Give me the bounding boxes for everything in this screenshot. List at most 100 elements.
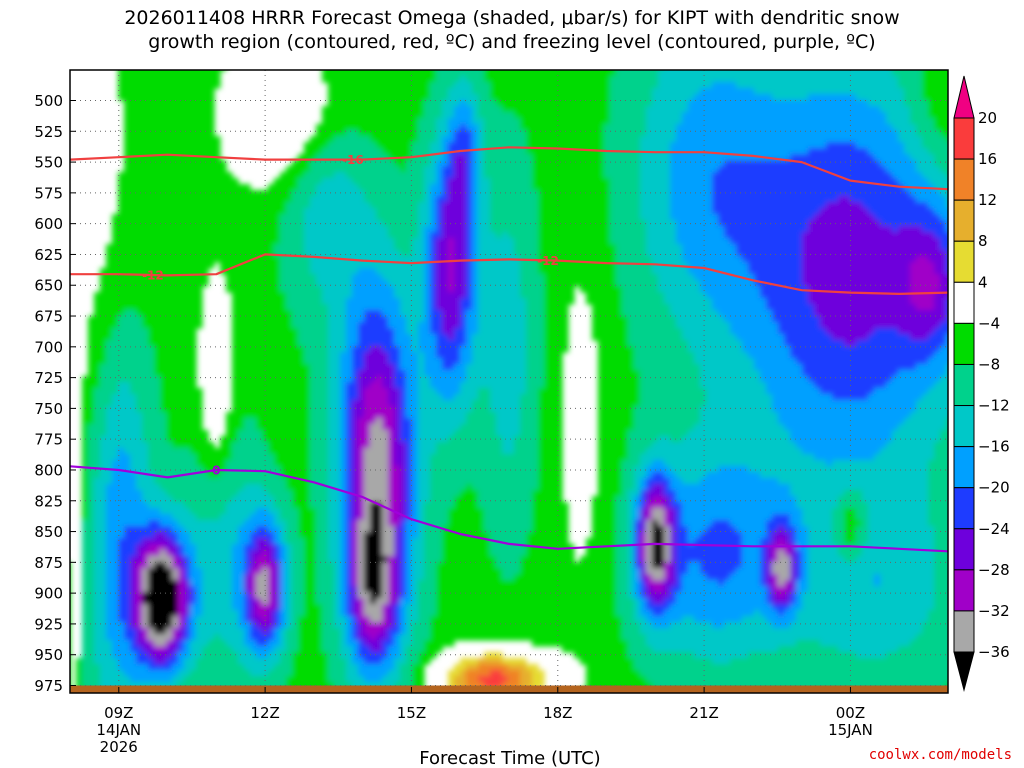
omega-cell <box>772 178 779 185</box>
omega-cell <box>130 286 137 293</box>
omega-cell <box>424 202 431 209</box>
omega-cell <box>946 76 948 83</box>
omega-cell <box>136 94 143 101</box>
omega-cell <box>484 286 491 293</box>
omega-cell <box>430 154 437 161</box>
omega-cell <box>472 142 479 149</box>
omega-cell <box>352 142 359 149</box>
omega-cell <box>892 256 899 263</box>
omega-cell <box>604 82 611 89</box>
omega-cell <box>682 166 689 173</box>
omega-cell <box>580 106 587 113</box>
omega-cell <box>586 268 593 275</box>
omega-cell <box>850 286 857 293</box>
omega-cell <box>682 118 689 125</box>
omega-cell <box>676 100 683 107</box>
omega-cell <box>184 100 191 107</box>
omega-cell <box>418 82 425 89</box>
omega-cell <box>880 130 887 137</box>
omega-cell <box>922 148 929 155</box>
omega-cell <box>418 148 425 155</box>
omega-cell <box>400 124 407 131</box>
omega-cell <box>148 154 155 161</box>
omega-cell <box>118 286 125 293</box>
omega-cell <box>754 166 761 173</box>
omega-cell <box>610 130 617 137</box>
omega-cell <box>880 160 887 167</box>
omega-cell <box>436 262 443 269</box>
omega-cell <box>718 190 725 197</box>
omega-cell <box>670 118 677 125</box>
omega-cell <box>166 82 173 89</box>
omega-cell <box>946 280 948 287</box>
omega-cell <box>484 208 491 215</box>
omega-cell <box>496 172 503 179</box>
omega-cell <box>148 142 155 149</box>
omega-cell <box>658 208 665 215</box>
omega-cell <box>490 250 497 257</box>
omega-cell <box>484 160 491 167</box>
omega-cell <box>526 142 533 149</box>
omega-cell <box>280 268 287 275</box>
omega-cell <box>430 280 437 287</box>
omega-cell <box>238 214 245 221</box>
omega-cell <box>778 172 785 179</box>
omega-cell <box>238 268 245 275</box>
omega-cell <box>946 202 948 209</box>
omega-cell <box>454 244 461 251</box>
omega-cell <box>460 94 467 101</box>
omega-cell <box>460 214 467 221</box>
omega-cell <box>316 280 323 287</box>
omega-cell <box>724 286 731 293</box>
omega-cell <box>934 118 941 125</box>
omega-cell <box>886 154 893 161</box>
omega-cell <box>340 136 347 143</box>
omega-cell <box>700 268 707 275</box>
omega-cell <box>808 232 815 239</box>
omega-cell <box>928 94 935 101</box>
omega-cell <box>370 202 377 209</box>
omega-cell <box>484 154 491 161</box>
omega-cell <box>274 274 281 281</box>
omega-cell <box>706 280 713 287</box>
omega-cell <box>124 118 131 125</box>
omega-cell <box>442 172 449 179</box>
omega-cell <box>688 286 695 293</box>
omega-cell <box>520 154 527 161</box>
omega-cell <box>796 226 803 233</box>
omega-cell <box>868 124 875 131</box>
omega-cell <box>460 208 467 215</box>
omega-cell <box>814 280 821 287</box>
omega-cell <box>334 160 341 167</box>
omega-cell <box>172 202 179 209</box>
omega-cell <box>478 142 485 149</box>
omega-cell <box>490 166 497 173</box>
omega-cell <box>898 172 905 179</box>
omega-cell <box>880 124 887 131</box>
omega-cell <box>454 154 461 161</box>
omega-cell <box>136 268 143 275</box>
omega-cell <box>136 178 143 185</box>
omega-cell <box>394 196 401 203</box>
omega-cell <box>418 190 425 197</box>
omega-cell <box>244 268 251 275</box>
omega-cell <box>742 100 749 107</box>
omega-cell <box>184 94 191 101</box>
omega-cell <box>922 124 929 131</box>
omega-cell <box>904 94 911 101</box>
omega-cell <box>238 208 245 215</box>
omega-cell <box>880 142 887 149</box>
omega-cell <box>520 172 527 179</box>
omega-cell <box>514 280 521 287</box>
omega-cell <box>574 82 581 89</box>
omega-cell <box>826 196 833 203</box>
omega-cell <box>454 184 461 191</box>
omega-cell <box>652 286 659 293</box>
omega-cell <box>652 214 659 221</box>
omega-cell <box>520 112 527 119</box>
omega-cell <box>628 172 635 179</box>
omega-cell <box>124 262 131 269</box>
omega-cell <box>490 220 497 227</box>
omega-cell <box>694 172 701 179</box>
omega-cell <box>130 82 137 89</box>
